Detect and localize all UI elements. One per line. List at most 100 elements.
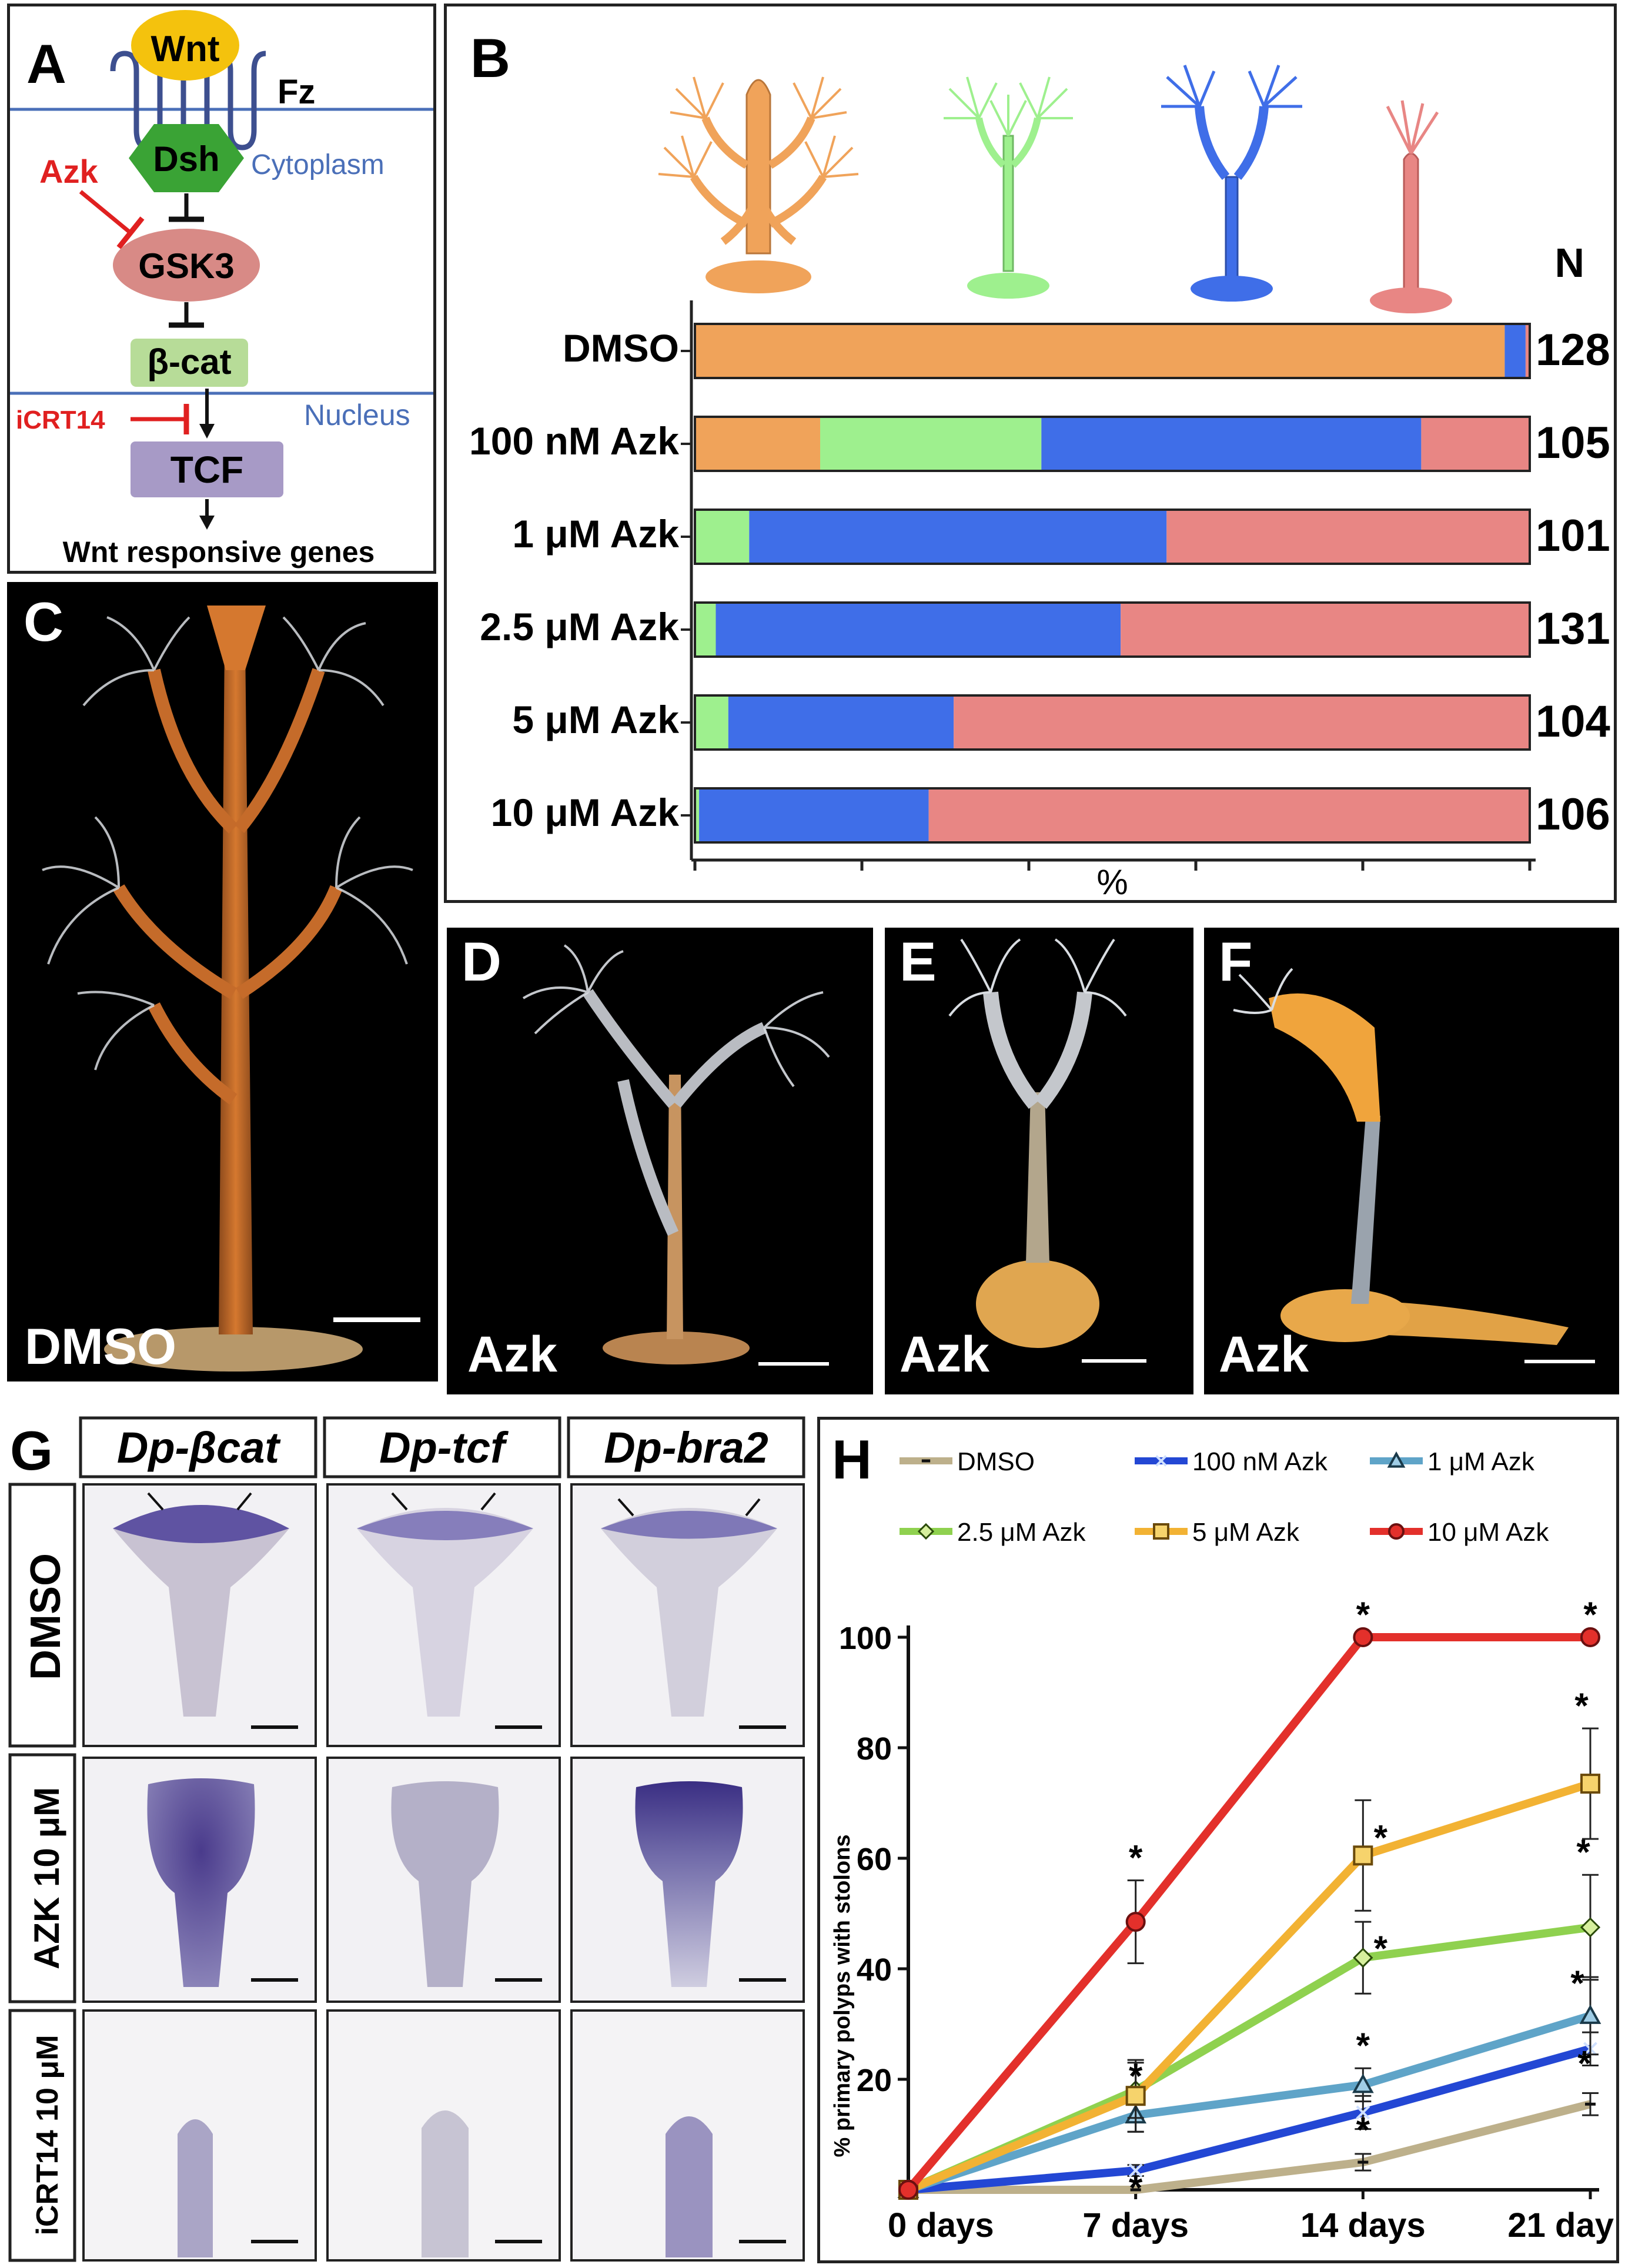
wnt-pathway-diagram: A Wnt Fz Dsh Cytoplasm Azk GSK3 β-cat Nu… bbox=[10, 10, 433, 568]
bar-segment bbox=[1041, 417, 1422, 471]
data-point bbox=[1353, 1948, 1373, 1968]
data-point bbox=[1153, 1523, 1169, 1540]
wnt-genes-label: Wnt responsive genes bbox=[63, 536, 375, 568]
legend-item: 100 nM Azk bbox=[1135, 1447, 1328, 1476]
series-1-m-azk bbox=[897, 1976, 1601, 2198]
legend-item: DMSO bbox=[900, 1447, 1035, 1476]
panel-d: D Azk bbox=[447, 928, 873, 1394]
dsh-label: Dsh bbox=[153, 139, 219, 179]
panel-label-c: C bbox=[24, 591, 63, 653]
panel-f: F Azk bbox=[1204, 928, 1619, 1394]
significance-star: * bbox=[1374, 1929, 1388, 1968]
x-axis-label: % bbox=[1096, 862, 1128, 900]
significance-star: * bbox=[1356, 1595, 1370, 1634]
series-group: * * * * * * * * * * * * * bbox=[897, 1595, 1601, 2207]
legend-label: 1 μM Azk bbox=[1427, 1447, 1535, 1476]
n-value: 104 bbox=[1536, 697, 1610, 747]
legend-item: 1 μM Azk bbox=[1370, 1447, 1535, 1476]
column-header-bra2: Dp-bra2 bbox=[604, 1423, 768, 1472]
bar-segment bbox=[695, 324, 1505, 378]
category-label: 1 μM Azk bbox=[512, 512, 679, 556]
y-tick-label: 20 bbox=[857, 2063, 892, 2098]
row-header-azk: AZK 10 μM bbox=[27, 1787, 66, 1969]
condition-label: Azk bbox=[1219, 1326, 1309, 1383]
panel-b: B bbox=[444, 4, 1617, 903]
bar-segment bbox=[928, 788, 1530, 842]
azk-polyp-image-d: D Azk bbox=[462, 931, 830, 1383]
legend-label: 2.5 μM Azk bbox=[957, 1518, 1086, 1547]
legend-label: 10 μM Azk bbox=[1427, 1518, 1549, 1547]
bar-outline bbox=[694, 694, 1531, 751]
column-header-bcat: Dp-βcat bbox=[117, 1423, 282, 1472]
data-point bbox=[917, 1523, 935, 1540]
legend-label: DMSO bbox=[957, 1447, 1035, 1476]
azk-polyp-image-e: E Azk bbox=[900, 931, 1146, 1383]
data-point bbox=[898, 2180, 918, 2200]
n-header: N bbox=[1554, 240, 1584, 286]
bar-segment bbox=[954, 695, 1530, 750]
bar-segment bbox=[695, 603, 716, 657]
row-header-icrt14: iCRT14 10 μM bbox=[31, 2035, 65, 2235]
dmso-row-images bbox=[82, 1483, 805, 1747]
bar-outline bbox=[694, 323, 1531, 379]
icrt14-label: iCRT14 bbox=[16, 406, 105, 434]
significance-star: * bbox=[1129, 1838, 1143, 1878]
legend: DMSO 100 nM Azk 1 μM Azk 2.5 μM Azk 5 μM Azk… bbox=[900, 1447, 1549, 1547]
data-point bbox=[1579, 2004, 1601, 2024]
panel-e: E Azk bbox=[885, 928, 1193, 1394]
data-point bbox=[1353, 1627, 1373, 1647]
scale-bar bbox=[758, 1362, 829, 1366]
tcf-label: TCF bbox=[170, 449, 243, 491]
panel-label-e: E bbox=[900, 931, 937, 992]
bar-outline bbox=[694, 509, 1531, 565]
n-value: 101 bbox=[1536, 511, 1610, 561]
category-label: 10 μM Azk bbox=[491, 791, 680, 834]
azk-polyp-image-f: F Azk bbox=[1219, 931, 1595, 1383]
data-point bbox=[1387, 1451, 1406, 1468]
condition-label: Azk bbox=[900, 1326, 989, 1383]
axes: 20 40 60 80 100 0 days 7 days 14 days 21 day bbox=[839, 1621, 1614, 2244]
significance-star: * bbox=[1374, 1818, 1388, 1857]
data-point bbox=[1125, 1912, 1146, 1932]
n-value: 128 bbox=[1536, 325, 1610, 375]
series-5-m-azk bbox=[898, 1727, 1600, 2200]
y-tick-label: 60 bbox=[857, 1842, 892, 1877]
morphology-icon-red bbox=[1370, 100, 1452, 313]
significance-star: * bbox=[1576, 1832, 1590, 1872]
panel-label-d: D bbox=[462, 931, 501, 992]
column-header-tcf: Dp-tcf bbox=[379, 1423, 509, 1472]
series-10-m-azk bbox=[898, 1627, 1600, 2200]
bar-segment bbox=[695, 510, 750, 564]
data-point bbox=[1580, 1774, 1600, 1794]
scale-bar bbox=[333, 1317, 420, 1322]
azk-label: Azk bbox=[39, 153, 98, 190]
panel-a: A Wnt Fz Dsh Cytoplasm Azk GSK3 β-cat Nu… bbox=[7, 4, 436, 574]
wnt-label: Wnt bbox=[151, 29, 219, 69]
bar-segment bbox=[1166, 510, 1530, 564]
data-point bbox=[1125, 2086, 1146, 2106]
series-line bbox=[908, 2100, 1591, 2194]
legend-label: 5 μM Azk bbox=[1192, 1518, 1300, 1547]
data-point bbox=[1352, 2073, 1374, 2093]
significance-star: * bbox=[1129, 2056, 1143, 2096]
panel-label-a: A bbox=[26, 33, 66, 95]
panel-label-h: H bbox=[832, 1429, 872, 1490]
stolon-line-chart: H DMSO 100 nM Azk 1 μM Azk 2.5 μM Azk 5 μM A… bbox=[830, 1429, 1614, 2244]
n-value: 105 bbox=[1536, 418, 1610, 468]
bar-segment bbox=[1421, 417, 1530, 471]
panel-label-b: B bbox=[470, 27, 510, 89]
significance-star: * bbox=[1583, 1595, 1597, 1634]
condition-label: Azk bbox=[467, 1326, 557, 1383]
significance-star: * bbox=[1577, 2043, 1591, 2083]
gsk3-protein bbox=[113, 229, 260, 302]
bars-group bbox=[694, 323, 1531, 844]
legend-item: 2.5 μM Azk bbox=[900, 1518, 1086, 1547]
bar-segment bbox=[749, 510, 1167, 564]
in-situ-grid: G Dp-βcat Dp-tcf Dp-bra2 DMSO AZK 10 μM … bbox=[8, 1416, 805, 2262]
x-tick-label: 21 day bbox=[1507, 2206, 1614, 2244]
x-tick-label: 0 days bbox=[888, 2206, 994, 2244]
morphology-stacked-bar-chart: B bbox=[469, 27, 1610, 902]
beta-catenin-protein bbox=[131, 339, 248, 387]
row-header-dmso: DMSO bbox=[22, 1553, 69, 1680]
dmso-polyp-image: C DMSO bbox=[24, 591, 420, 1375]
